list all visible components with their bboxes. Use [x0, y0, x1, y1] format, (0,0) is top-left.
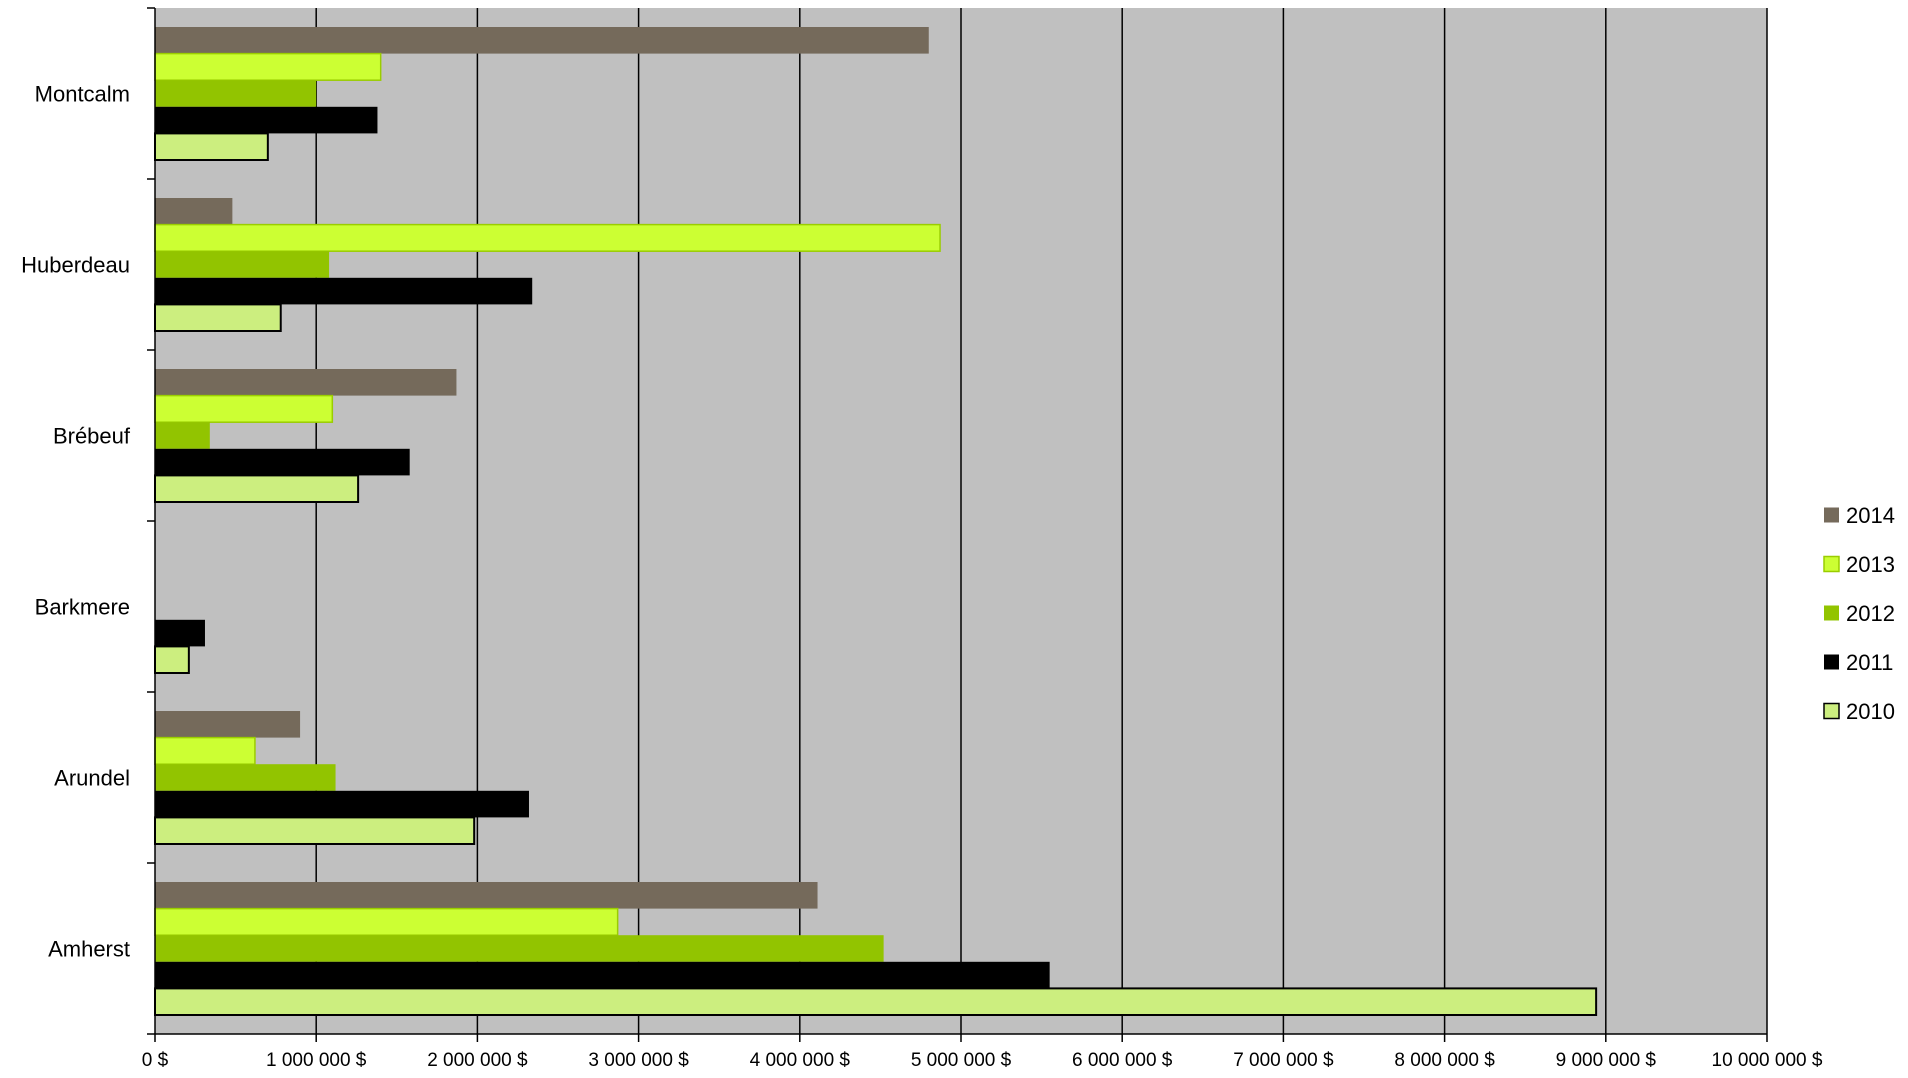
bar-amherst-2010: [155, 988, 1596, 1015]
bar-montcalm-2013: [155, 54, 381, 81]
bar-huberdeau-2010: [155, 304, 281, 331]
category-label: Arundel: [54, 766, 130, 791]
category-label: Barkmere: [35, 595, 130, 620]
x-tick-label: 1 000 000 $: [266, 1050, 367, 1071]
bar-huberdeau-2012: [155, 251, 329, 278]
legend-label-2012: 2012: [1846, 601, 1895, 626]
legend-label-2010: 2010: [1846, 699, 1895, 724]
x-tick-label: 6 000 000 $: [1072, 1050, 1173, 1071]
bar-huberdeau-2014: [155, 198, 232, 225]
bar-brébeuf-2013: [155, 396, 332, 423]
category-labels: Montcalm Huberdeau Brébeuf Barkmere Arundel A…: [21, 82, 131, 962]
x-tick-label: 4 000 000 $: [750, 1050, 851, 1071]
bar-brébeuf-2011: [155, 449, 410, 476]
bar-montcalm-2011: [155, 107, 377, 134]
category-label: Amherst: [48, 937, 130, 962]
bar-barkmere-2010: [155, 646, 189, 673]
bar-montcalm-2012: [155, 80, 316, 107]
bar-arundel-2013: [155, 738, 255, 765]
bar-arundel-2014: [155, 711, 300, 738]
x-tick-label: 0 $: [142, 1050, 169, 1071]
legend-swatch-2011: [1824, 655, 1839, 670]
x-tick-label: 7 000 000 $: [1233, 1050, 1334, 1071]
x-tick-label: 9 000 000 $: [1556, 1050, 1657, 1071]
bar-amherst-2013: [155, 909, 618, 936]
category-label: Huberdeau: [21, 253, 130, 278]
bar-amherst-2011: [155, 962, 1050, 989]
x-tick-label: 10 000 000 $: [1712, 1050, 1823, 1071]
bar-brébeuf-2010: [155, 475, 358, 502]
legend-swatch-2010: [1824, 704, 1839, 719]
x-tick-labels: 0 $ 1 000 000 $ 2 000 000 $ 3 000 000 $ 4 00…: [142, 1050, 1823, 1071]
bar-barkmere-2011: [155, 620, 205, 647]
legend-swatch-2013: [1824, 557, 1839, 572]
bar-arundel-2011: [155, 791, 529, 818]
x-tick-label: 3 000 000 $: [588, 1050, 689, 1071]
bar-montcalm-2014: [155, 27, 929, 54]
bar-amherst-2014: [155, 882, 818, 909]
category-label: Montcalm: [35, 82, 130, 107]
legend-label-2014: 2014: [1846, 503, 1895, 528]
bar-brébeuf-2014: [155, 369, 456, 396]
bar-brébeuf-2012: [155, 422, 210, 449]
legend-swatch-2012: [1824, 606, 1839, 621]
category-label: Brébeuf: [53, 424, 131, 449]
x-tick-label: 5 000 000 $: [911, 1050, 1012, 1071]
bar-huberdeau-2011: [155, 278, 532, 305]
bar-montcalm-2010: [155, 133, 268, 160]
bar-huberdeau-2013: [155, 225, 940, 252]
bar-amherst-2012: [155, 935, 884, 962]
legend-label-2011: 2011: [1846, 650, 1893, 675]
legend-swatch-2014: [1824, 508, 1839, 523]
x-tick-label: 2 000 000 $: [427, 1050, 528, 1071]
legend: 2014 2013 2012 2011 2010: [1824, 503, 1895, 724]
legend-label-2013: 2013: [1846, 552, 1895, 577]
x-tick-label: 8 000 000 $: [1394, 1050, 1495, 1071]
bar-arundel-2012: [155, 764, 336, 791]
bar-arundel-2010: [155, 817, 474, 844]
